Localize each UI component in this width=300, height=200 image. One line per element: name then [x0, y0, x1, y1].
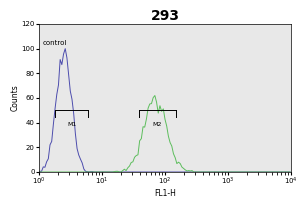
Text: M2: M2 [153, 122, 162, 127]
Text: M1: M1 [67, 122, 76, 127]
X-axis label: FL1-H: FL1-H [154, 189, 176, 198]
Title: 293: 293 [151, 9, 179, 23]
Y-axis label: Counts: Counts [11, 85, 20, 111]
Text: control: control [43, 40, 67, 46]
